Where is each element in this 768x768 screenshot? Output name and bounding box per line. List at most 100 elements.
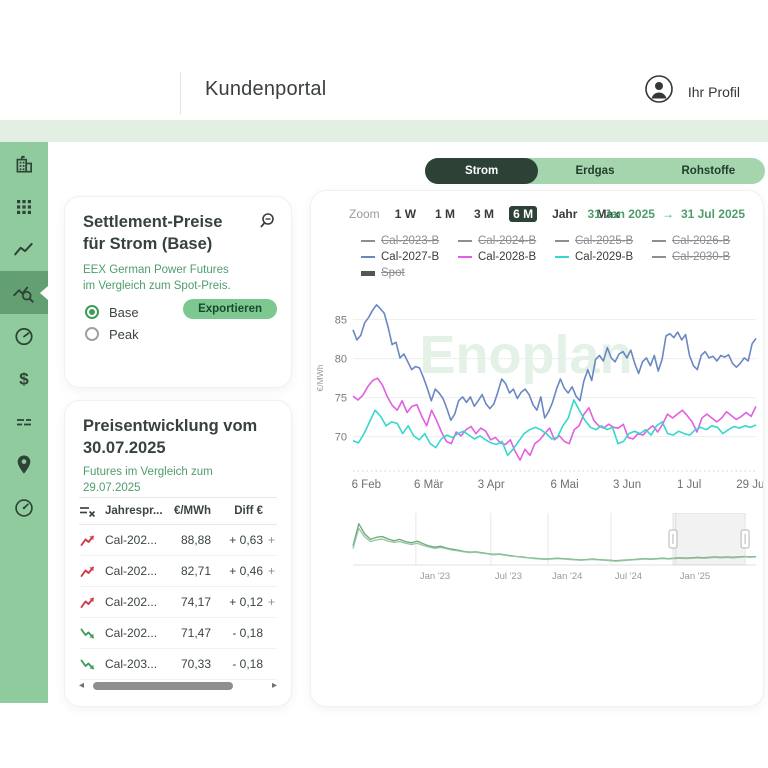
legend-swatch: [458, 240, 472, 242]
zoom-label: Zoom: [349, 207, 380, 221]
radio-unselected-icon[interactable]: [85, 327, 99, 341]
tab-erdgas[interactable]: Erdgas: [575, 165, 615, 177]
tab-rohstoffe[interactable]: Rohstoffe: [681, 165, 736, 177]
svg-text:Jan '23: Jan '23: [420, 571, 450, 582]
legend-label: Cal-2029-B: [575, 251, 634, 263]
diff-value: + 0,12: [229, 595, 263, 609]
radio-label: Peak: [109, 326, 139, 342]
dashes-icon: [14, 414, 34, 430]
legend-swatch: [652, 256, 666, 258]
date-from[interactable]: 31 Jan 2025: [587, 207, 655, 221]
commodity-tabs: Strom Erdgas Rohstoffe: [425, 158, 765, 184]
zoom-button-max[interactable]: Max: [596, 207, 620, 221]
diff-value: + 0,46: [229, 564, 263, 578]
zoom-out-icon[interactable]: [257, 211, 277, 231]
price-table-body: Cal-202... 88,88 + 0,63 + Cal-202... 82,71 + 0…: [79, 525, 277, 680]
date-to[interactable]: 31 Jul 2025: [680, 207, 745, 221]
profile-label[interactable]: Ihr Profil: [687, 83, 740, 100]
zoom-button-1w[interactable]: 1 W: [394, 207, 417, 221]
chart-search-icon: [12, 282, 36, 304]
zoom-button-3m[interactable]: 3 M: [474, 207, 495, 221]
svg-text:80: 80: [335, 354, 347, 366]
legend-item-cal-2023-b[interactable]: Cal-2023-B: [361, 235, 458, 247]
clipped-next-column: +: [268, 533, 276, 547]
table-row[interactable]: Cal-202... 71,47 - 0,18: [79, 618, 277, 649]
date-range[interactable]: 31 Jan 2025 → 31 Jul 2025: [588, 207, 745, 221]
col-header-diff[interactable]: Diff €: [234, 505, 263, 517]
diff-value: - 0,18: [232, 626, 263, 640]
scrollbar-track[interactable]: [91, 682, 265, 690]
table-row[interactable]: Cal-203... 70,33 - 0,18: [79, 649, 277, 680]
trend-up-icon: [79, 565, 105, 578]
chart-legend: Cal-2023-B Cal-2024-B Cal-2025-B Cal-2026-B…: [361, 235, 761, 279]
sidebar-item-dollar[interactable]: $: [0, 357, 48, 400]
gauge-icon: [13, 325, 35, 347]
sidebar-item-grid[interactable]: [0, 185, 48, 228]
svg-text:$: $: [19, 369, 29, 388]
legend-label: Cal-2028-B: [478, 251, 537, 263]
legend-item-cal-2029-b[interactable]: Cal-2029-B: [555, 251, 652, 263]
settlement-card: Settlement-Preise für Strom (Base) EEX G…: [64, 196, 292, 388]
scroll-right-icon[interactable]: ▸: [271, 680, 277, 691]
clipped-next-column: +: [268, 564, 276, 578]
sidebar-item-dashes[interactable]: [0, 400, 48, 443]
settlement-subtitle: EEX German Power Futures im Vergleich zu…: [83, 264, 231, 292]
sidebar-item-pin[interactable]: [0, 443, 48, 486]
zoom-button-6m[interactable]: 6 M: [509, 206, 538, 222]
col-header-price[interactable]: €/MWh: [173, 505, 211, 517]
legend-label: Spot: [381, 267, 405, 279]
sidebar-item-trend[interactable]: [0, 228, 48, 271]
legend-label: Cal-2030-B: [672, 251, 731, 263]
sort-clear-icon[interactable]: [79, 504, 105, 519]
tab-strom[interactable]: Strom: [425, 158, 539, 184]
building-icon: [13, 153, 35, 175]
user-avatar-icon[interactable]: [644, 74, 674, 109]
legend-swatch: [555, 240, 569, 242]
legend-swatch: [555, 256, 569, 258]
legend-item-spot[interactable]: Spot: [361, 267, 458, 279]
zoom-button-1m[interactable]: 1 M: [435, 207, 456, 221]
legend-swatch: [361, 240, 375, 242]
export-button[interactable]: Exportieren: [183, 299, 277, 319]
trend-up-icon: [79, 534, 105, 547]
legend-item-cal-2025-b[interactable]: Cal-2025-B: [555, 235, 652, 247]
trend-down-icon: [79, 658, 105, 671]
radio-option-peak[interactable]: Peak: [85, 323, 139, 345]
sidebar-item-chart-search[interactable]: [0, 271, 48, 314]
radio-selected-icon[interactable]: [85, 305, 99, 319]
legend-label: Cal-2024-B: [478, 235, 537, 247]
table-row[interactable]: Cal-202... 88,88 + 0,63 +: [79, 525, 277, 556]
zoom-range-row: Zoom 1 W 1 M 3 M 6 M Jahr Max: [349, 206, 624, 222]
clipped-next-column: +: [268, 595, 276, 609]
legend-item-cal-2026-b[interactable]: Cal-2026-B: [652, 235, 749, 247]
table-row[interactable]: Cal-202... 82,71 + 0,46 +: [79, 556, 277, 587]
radio-option-base[interactable]: Base: [85, 301, 139, 323]
range-navigator-chart[interactable]: Jan '23 Jul '23 Jan '24 Jul '24 Jan '25: [311, 513, 763, 591]
svg-text:Jan '24: Jan '24: [552, 571, 582, 582]
col-header-product[interactable]: Jahrespr...: [105, 505, 163, 517]
legend-item-cal-2024-b[interactable]: Cal-2024-B: [458, 235, 555, 247]
svg-text:75: 75: [335, 393, 347, 405]
sidebar-item-speedometer[interactable]: [0, 486, 48, 529]
legend-label: Cal-2027-B: [381, 251, 440, 263]
legend-item-cal-2028-b[interactable]: Cal-2028-B: [458, 251, 555, 263]
legend-item-cal-2027-b[interactable]: Cal-2027-B: [361, 251, 458, 263]
table-row[interactable]: Cal-202... 74,17 + 0,12 +: [79, 587, 277, 618]
navigator-handle-right[interactable]: [740, 529, 750, 549]
scrollbar-thumb[interactable]: [93, 682, 233, 690]
profile-menu[interactable]: Ihr Profil: [644, 74, 740, 109]
header-accent-band: [0, 120, 768, 142]
main-price-chart[interactable]: 70 75 80 85 €/MWh Enoplan 6 Feb 6 Mär 3 Apr 6 Mai…: [311, 283, 763, 495]
sidebar-item-building[interactable]: [0, 142, 48, 185]
page-title: Kundenportal: [205, 78, 327, 100]
scroll-left-icon[interactable]: ◂: [79, 680, 85, 691]
legend-swatch: [458, 256, 472, 258]
price-value: 88,88: [180, 533, 211, 547]
zoom-button-jahr[interactable]: Jahr: [552, 207, 578, 221]
sidebar-item-gauge[interactable]: [0, 314, 48, 357]
navigator-handle-left[interactable]: [668, 529, 678, 549]
price-value: 82,71: [180, 564, 211, 578]
svg-text:29 Jul: 29 Jul: [736, 479, 763, 491]
header-divider: [180, 72, 181, 114]
legend-item-cal-2030-b[interactable]: Cal-2030-B: [652, 251, 749, 263]
